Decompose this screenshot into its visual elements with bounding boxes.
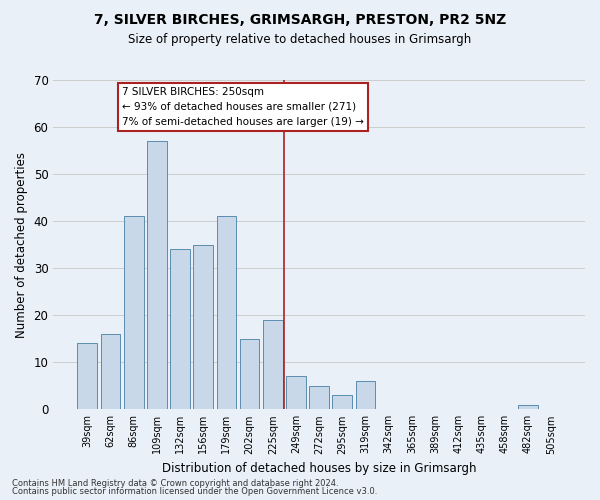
Bar [286, 376, 306, 410]
Bar [309, 386, 329, 409]
Bar [170, 250, 190, 410]
Text: Contains HM Land Registry data © Crown copyright and database right 2024.: Contains HM Land Registry data © Crown c… [12, 478, 338, 488]
Bar [101, 334, 121, 409]
Text: 7, SILVER BIRCHES, GRIMSARGH, PRESTON, PR2 5NZ: 7, SILVER BIRCHES, GRIMSARGH, PRESTON, P… [94, 12, 506, 26]
Bar [193, 244, 213, 410]
Bar [217, 216, 236, 410]
Y-axis label: Number of detached properties: Number of detached properties [15, 152, 28, 338]
Bar [356, 381, 376, 410]
Text: 7 SILVER BIRCHES: 250sqm
← 93% of detached houses are smaller (271)
7% of semi-d: 7 SILVER BIRCHES: 250sqm ← 93% of detach… [122, 87, 364, 126]
X-axis label: Distribution of detached houses by size in Grimsargh: Distribution of detached houses by size … [162, 462, 476, 475]
Bar [147, 141, 167, 409]
Bar [124, 216, 143, 410]
Bar [240, 338, 259, 409]
Bar [263, 320, 283, 410]
Bar [77, 344, 97, 409]
Bar [332, 395, 352, 409]
Text: Contains public sector information licensed under the Open Government Licence v3: Contains public sector information licen… [12, 487, 377, 496]
Text: Size of property relative to detached houses in Grimsargh: Size of property relative to detached ho… [128, 32, 472, 46]
Bar [518, 404, 538, 409]
